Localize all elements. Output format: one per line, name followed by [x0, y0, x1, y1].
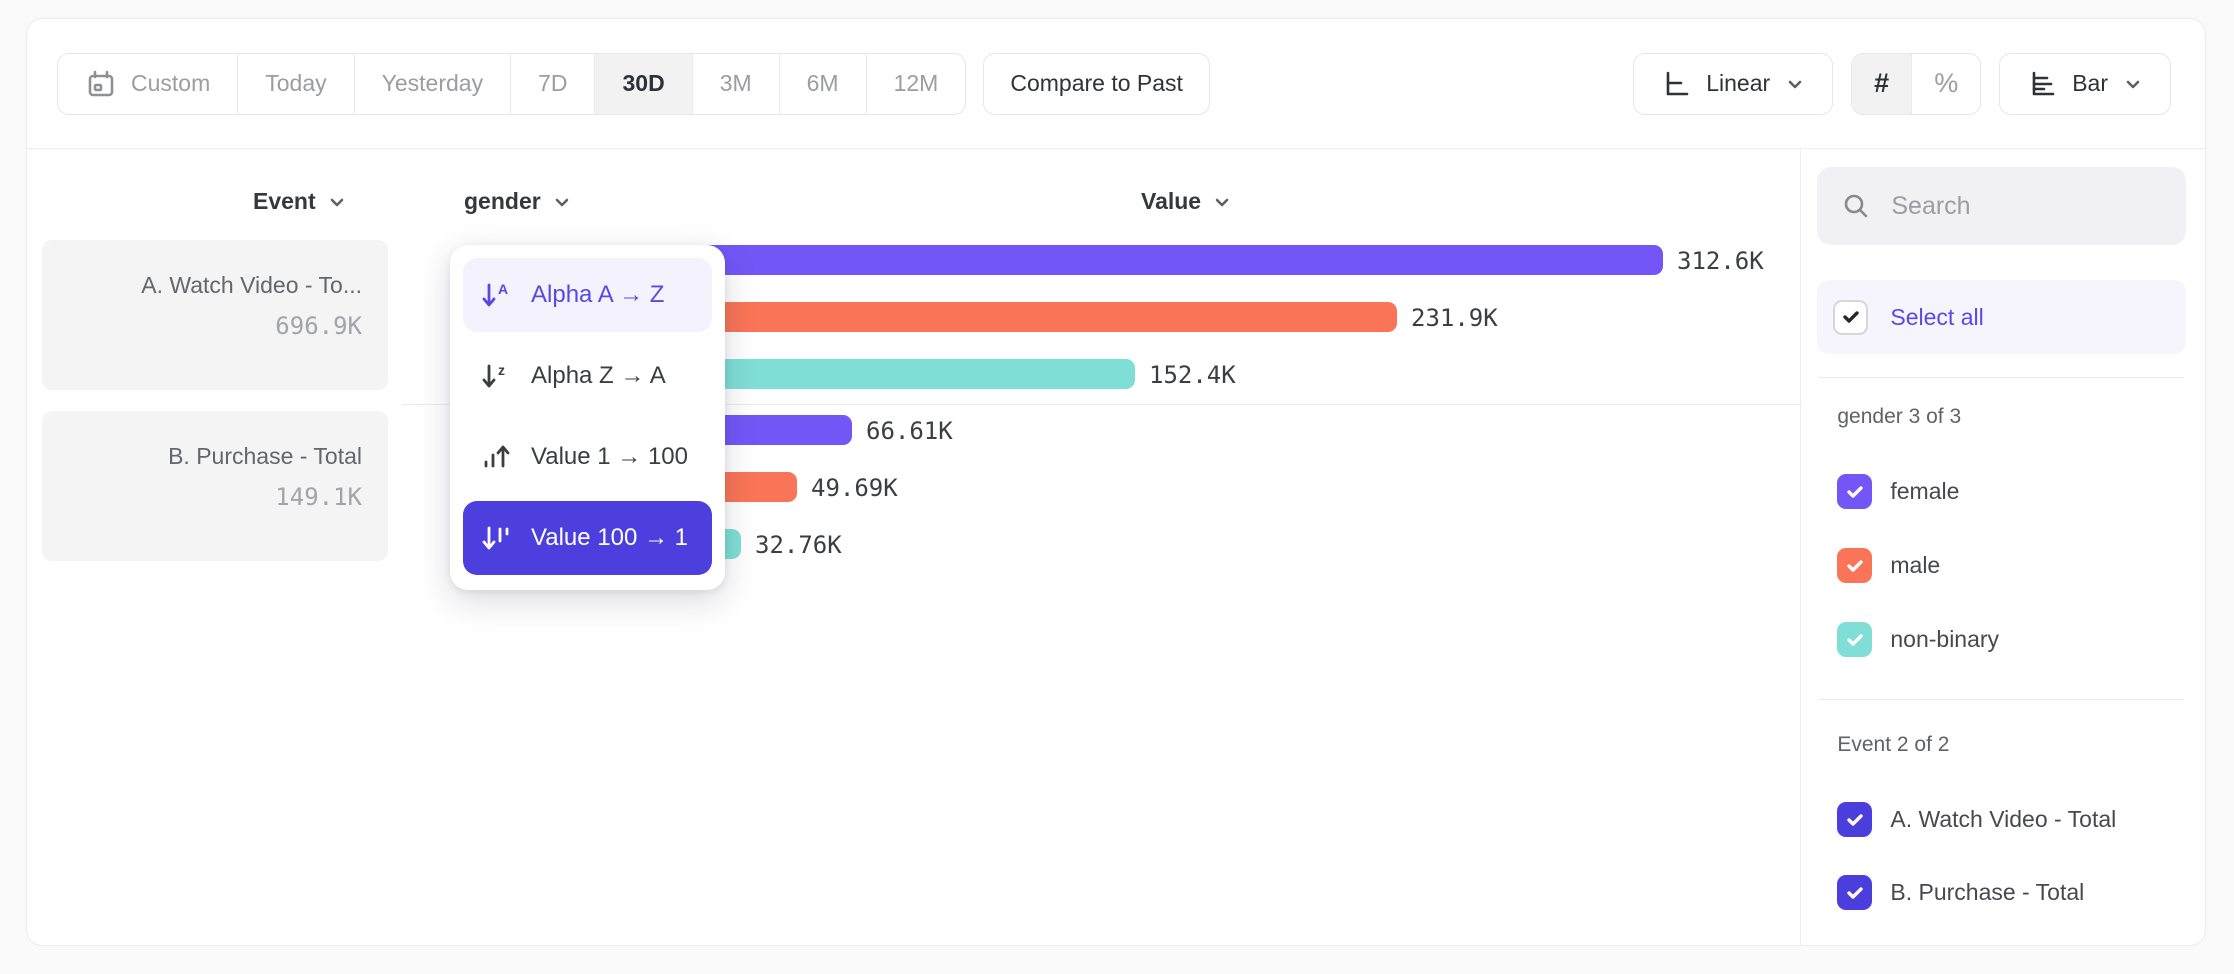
chevron-down-icon — [330, 198, 343, 206]
legend-sidebar: Select all gender 3 of 3 female male — [1800, 149, 2205, 945]
date-range-3m[interactable]: 3M — [693, 53, 780, 114]
sidebar-divider — [1819, 699, 2185, 700]
chevron-down-icon — [2126, 80, 2140, 88]
insights-report-card: Custom Today Yesterday 7D 30D 3M 6M 12M … — [26, 18, 2206, 946]
date-range-today[interactable]: Today — [238, 53, 355, 114]
date-range-control: Custom Today Yesterday 7D 30D 3M 6M 12M — [57, 52, 967, 115]
bar-chart-icon — [2032, 71, 2055, 95]
event-name: A. Watch Video - To... — [141, 272, 362, 298]
bar-value-label: 312.6K — [1677, 247, 1764, 275]
sort-alpha-asc-icon: A — [482, 281, 508, 307]
sidebar-divider — [1819, 377, 2185, 378]
chart-type-dropdown[interactable]: Bar — [1999, 52, 2171, 115]
select-all-checkbox[interactable] — [1833, 299, 1869, 335]
bar-value-label: 231.9K — [1411, 304, 1498, 332]
watch-video-checkbox[interactable] — [1837, 802, 1873, 837]
bar-female[interactable] — [633, 245, 1663, 275]
linear-axis-icon — [1666, 71, 1689, 95]
value-column-header[interactable]: Value — [1141, 188, 1233, 215]
search-icon — [1845, 194, 1868, 218]
bar-value-label: 66.61K — [866, 417, 953, 445]
chevron-down-icon — [1215, 198, 1229, 206]
legend-item-male[interactable]: male — [1837, 548, 1940, 583]
event-column-header[interactable]: Event — [253, 188, 348, 215]
event-total: 149.1K — [275, 483, 362, 511]
sort-alpha-desc[interactable]: z Alpha Z → A — [463, 339, 712, 413]
toolbar: Custom Today Yesterday 7D 30D 3M 6M 12M … — [27, 19, 2205, 149]
select-all-row[interactable]: Select all — [1817, 280, 2187, 354]
value-format-control: # % — [1851, 52, 1982, 115]
format-percent-button[interactable]: % — [1912, 54, 1980, 114]
calendar-icon — [88, 70, 114, 96]
compare-to-past-button[interactable]: Compare to Past — [983, 52, 1210, 115]
event-card-purchase[interactable]: B. Purchase - Total 149.1K — [42, 411, 388, 561]
legend-item-watch-video[interactable]: A. Watch Video - Total — [1837, 802, 2116, 837]
sort-menu: A Alpha A → Z z Alpha Z → A — [450, 245, 725, 590]
check-icon — [1847, 559, 1863, 572]
chart-region: Event gender Value A. Watch Video - To..… — [27, 149, 1802, 945]
group-divider — [402, 404, 1802, 405]
date-range-7d[interactable]: 7D — [511, 53, 596, 114]
breakdown-section-label: gender 3 of 3 — [1837, 405, 1962, 428]
sort-value-asc-icon — [484, 445, 510, 468]
female-checkbox[interactable] — [1837, 474, 1873, 509]
check-icon — [1843, 311, 1859, 323]
sort-alpha-desc-icon: z — [482, 362, 505, 388]
search-box[interactable] — [1817, 167, 2187, 245]
chevron-down-icon — [1788, 80, 1802, 88]
svg-text:A: A — [498, 281, 508, 297]
legend-item-purchase[interactable]: B. Purchase - Total — [1837, 875, 2084, 910]
breakdown-column-header[interactable]: gender — [464, 188, 573, 215]
svg-text:z: z — [498, 362, 505, 378]
sort-value-asc[interactable]: Value 1 → 100 — [463, 420, 712, 494]
check-icon — [1847, 886, 1863, 899]
check-icon — [1847, 485, 1863, 498]
purchase-checkbox[interactable] — [1837, 875, 1873, 910]
check-icon — [1847, 633, 1863, 646]
legend-item-non-binary[interactable]: non-binary — [1837, 622, 1999, 657]
event-card-watch-video[interactable]: A. Watch Video - To... 696.9K — [42, 240, 388, 390]
bar-value-label: 32.76K — [755, 531, 842, 559]
bar-male[interactable] — [633, 302, 1397, 332]
date-range-6m[interactable]: 6M — [780, 53, 867, 114]
legend-item-female[interactable]: female — [1837, 474, 1959, 509]
sort-alpha-asc[interactable]: A Alpha A → Z — [463, 258, 712, 332]
event-name: B. Purchase - Total — [168, 443, 362, 469]
scale-dropdown[interactable]: Linear — [1633, 52, 1834, 115]
hash-icon: # — [1874, 68, 1890, 98]
date-range-30d[interactable]: 30D — [595, 53, 693, 114]
male-checkbox[interactable] — [1837, 548, 1873, 583]
date-range-12m[interactable]: 12M — [893, 70, 939, 96]
bar-value-label: 152.4K — [1149, 361, 1236, 389]
percent-icon: % — [1934, 68, 1959, 98]
date-range-label: Custom — [131, 70, 211, 96]
format-number-button[interactable]: # — [1852, 53, 1913, 114]
sort-value-desc-icon — [482, 526, 509, 550]
select-all-label: Select all — [1890, 303, 1984, 330]
date-range-yesterday[interactable]: Yesterday — [355, 53, 512, 114]
date-range-custom[interactable]: Custom — [58, 53, 239, 114]
event-section-label: Event 2 of 2 — [1837, 733, 1950, 756]
bar-value-label: 49.69K — [811, 474, 898, 502]
chevron-down-icon — [555, 198, 568, 206]
event-total: 696.9K — [275, 312, 362, 340]
sort-value-desc[interactable]: Value 100 → 1 — [463, 501, 712, 575]
non-binary-checkbox[interactable] — [1837, 622, 1873, 657]
check-icon — [1847, 813, 1863, 826]
search-input[interactable] — [1891, 191, 2132, 221]
